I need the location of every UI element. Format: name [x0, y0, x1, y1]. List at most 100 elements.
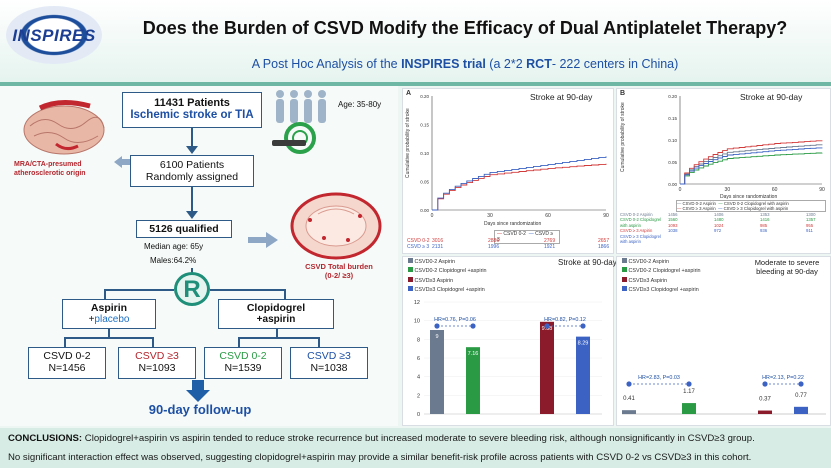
legend-item: CSVD ≥ 3: [497, 231, 554, 243]
followup-label: 90-day follow-up: [148, 402, 252, 417]
bar-value-label: 0.41: [623, 396, 635, 402]
hr-annotation: HR=2.83, P=0.03: [638, 375, 680, 381]
risk-row-label: CSVD 0-2: [407, 238, 430, 244]
km-curve: [680, 152, 823, 185]
accent-bar: [0, 82, 831, 86]
km-curve: [432, 163, 607, 211]
arm2-title: Clopidogrel: [246, 302, 306, 314]
risk-value: 1300: [806, 212, 816, 217]
group-aspirin-csvd3: CSVD ≥3 N=1093: [118, 347, 196, 379]
arm1-plus: +: [88, 314, 95, 325]
group-n: N=1539: [224, 362, 262, 374]
km-chart-b: 0.00 0.05 0.10 0.15 0.20 0 30 60 90: [668, 94, 825, 193]
km-chart-a: 0.00 0.05 0.10 0.15 0.20 0 30 60 90: [420, 94, 609, 219]
group-aspirin-csvd02: CSVD 0-2 N=1456: [28, 347, 106, 379]
risk-value: 985: [760, 222, 768, 228]
x-tick-label: 30: [487, 213, 493, 219]
conclusions-text-1: Clopidogrel+aspirin vs aspirin tended to…: [82, 433, 755, 444]
risk-value: 1353: [760, 212, 770, 217]
y-tick-label: 2: [417, 393, 420, 399]
risk-value: 2657: [598, 238, 610, 244]
bar-value-label: 9.88: [542, 326, 553, 332]
km-curve: [432, 156, 607, 211]
risk-value: 2886: [488, 238, 500, 244]
page-title: Does the Burden of CSVD Modify the Effic…: [142, 18, 788, 38]
bar-value-label: 1.17: [683, 389, 695, 395]
bar-value-label: 8.29: [578, 341, 589, 347]
y-tick-label: 0.05: [420, 180, 429, 185]
risk-row-label: CSVD ≥ 3 Aspirin: [620, 228, 653, 234]
y-tick-label: 6: [417, 356, 420, 362]
y-tick-label: 0.00: [668, 182, 677, 187]
subtitle-prefix: A Post Hoc Analysis of the: [251, 57, 402, 71]
people-icon: [276, 90, 326, 123]
legend-item: CSVD≥3 Aspirin: [414, 277, 454, 284]
legend-item: CSVD ≥ 3 Aspirin: [682, 206, 716, 211]
hr-dot: [470, 323, 476, 329]
group-label: CSVD 0-2: [219, 350, 267, 362]
bar: [794, 406, 808, 414]
risk-value: 972: [714, 228, 722, 234]
risk-value: 955: [806, 222, 814, 228]
risk-value: 1921: [544, 244, 556, 250]
panel-d-legend: CSVD0-2 Aspirin CSVD0-2 Clopidogrel +asp…: [622, 258, 701, 296]
risk-value: 1560: [668, 217, 678, 223]
y-tick-label: 0.10: [420, 151, 429, 156]
hr-annotation: HR=0.82, P=0.12: [544, 317, 586, 323]
risk-value: 1024: [714, 222, 724, 228]
legend-item: CSVD 0-2 Clopidogrel with aspirin: [723, 201, 789, 206]
conclusions-line-1: CONCLUSIONS: Clopidogrel+aspirin vs aspi…: [8, 433, 828, 444]
panel-a: [402, 88, 614, 254]
risk-value: 1866: [598, 244, 610, 250]
bar: [540, 321, 554, 414]
x-tick-label: 60: [772, 187, 778, 193]
hr-dot: [434, 323, 440, 329]
down-arrow-icon: [186, 380, 210, 402]
panel-c-title: Stroke at 90-day: [558, 258, 617, 267]
age-label: Age: 35-80y: [338, 100, 382, 109]
males-pct: Males:64.2%: [150, 256, 197, 265]
x-tick-label: 90: [603, 213, 609, 219]
arm1-sub: placebo: [94, 314, 130, 325]
panel-a-legend: — CSVD 0-2 — CSVD ≥ 3: [494, 230, 560, 244]
arm1-title: Aspirin: [90, 302, 128, 314]
x-tick-label: 30: [725, 187, 731, 193]
logo-text: INSPIRES: [12, 26, 96, 45]
y-tick-label: 0: [417, 412, 420, 418]
risk-value: 936: [760, 228, 768, 234]
bar-value-label: 0.77: [795, 393, 807, 399]
risk-row-label: CSVD ≥ 3 Clopidogrel with aspirin: [620, 233, 661, 245]
header: [0, 0, 831, 86]
panel-d-title: Moderate to severe bleeding at 90-day: [754, 258, 820, 276]
y-tick-label: 0.05: [668, 160, 677, 165]
patients-box: 11431 Patients Ischemic stroke or TIA: [122, 92, 262, 128]
hr-dot: [762, 381, 768, 387]
bar: [576, 336, 590, 414]
risk-row-label: CSVD ≥ 3: [407, 244, 430, 250]
hr-annotation: HR=2.13, P=0.22: [762, 375, 804, 381]
x-tick-label: 0: [431, 213, 434, 219]
hr-dot: [544, 323, 550, 329]
y-tick-label: 0.20: [668, 94, 677, 99]
group-n: N=1456: [48, 362, 86, 374]
y-tick-label: 8: [417, 337, 420, 343]
legend-item: CSVD0-2 Clopidogrel +aspirin: [628, 268, 701, 275]
legend-item: CSVD≥3 Clopidogrel +aspirin: [628, 287, 699, 294]
bar-chart-bleeding: 0.41 1.17 0.37 0.77 HR=2.83, P=0.03 HR=2.13, …: [622, 375, 826, 415]
risk-value: 1093: [668, 222, 678, 228]
km-curve: [680, 144, 823, 185]
y-tick-label: 0.00: [420, 208, 429, 213]
conclusions-label: CONCLUSIONS:: [8, 433, 83, 444]
bar: [430, 330, 444, 414]
km-curve: [680, 147, 823, 185]
panel-b-legend: — CSVD 0-2 Aspirin — CSVD 0-2 Clopidogre…: [676, 200, 826, 212]
randomized-label: Randomly assigned: [145, 171, 239, 183]
x-tick-label: 60: [545, 213, 551, 219]
randomized-count: 6100 Patients: [159, 159, 225, 171]
right-arrow-icon: [248, 232, 278, 248]
panel-b-title: Stroke at 90-day: [740, 92, 803, 102]
panel-a-ylabel: Cumulative probability of stroke: [405, 108, 411, 178]
hr-annotation: HR=0.76, P=0.06: [434, 317, 476, 323]
group-n: N=1038: [310, 362, 348, 374]
patients-condition: Ischemic stroke or TIA: [130, 109, 254, 121]
